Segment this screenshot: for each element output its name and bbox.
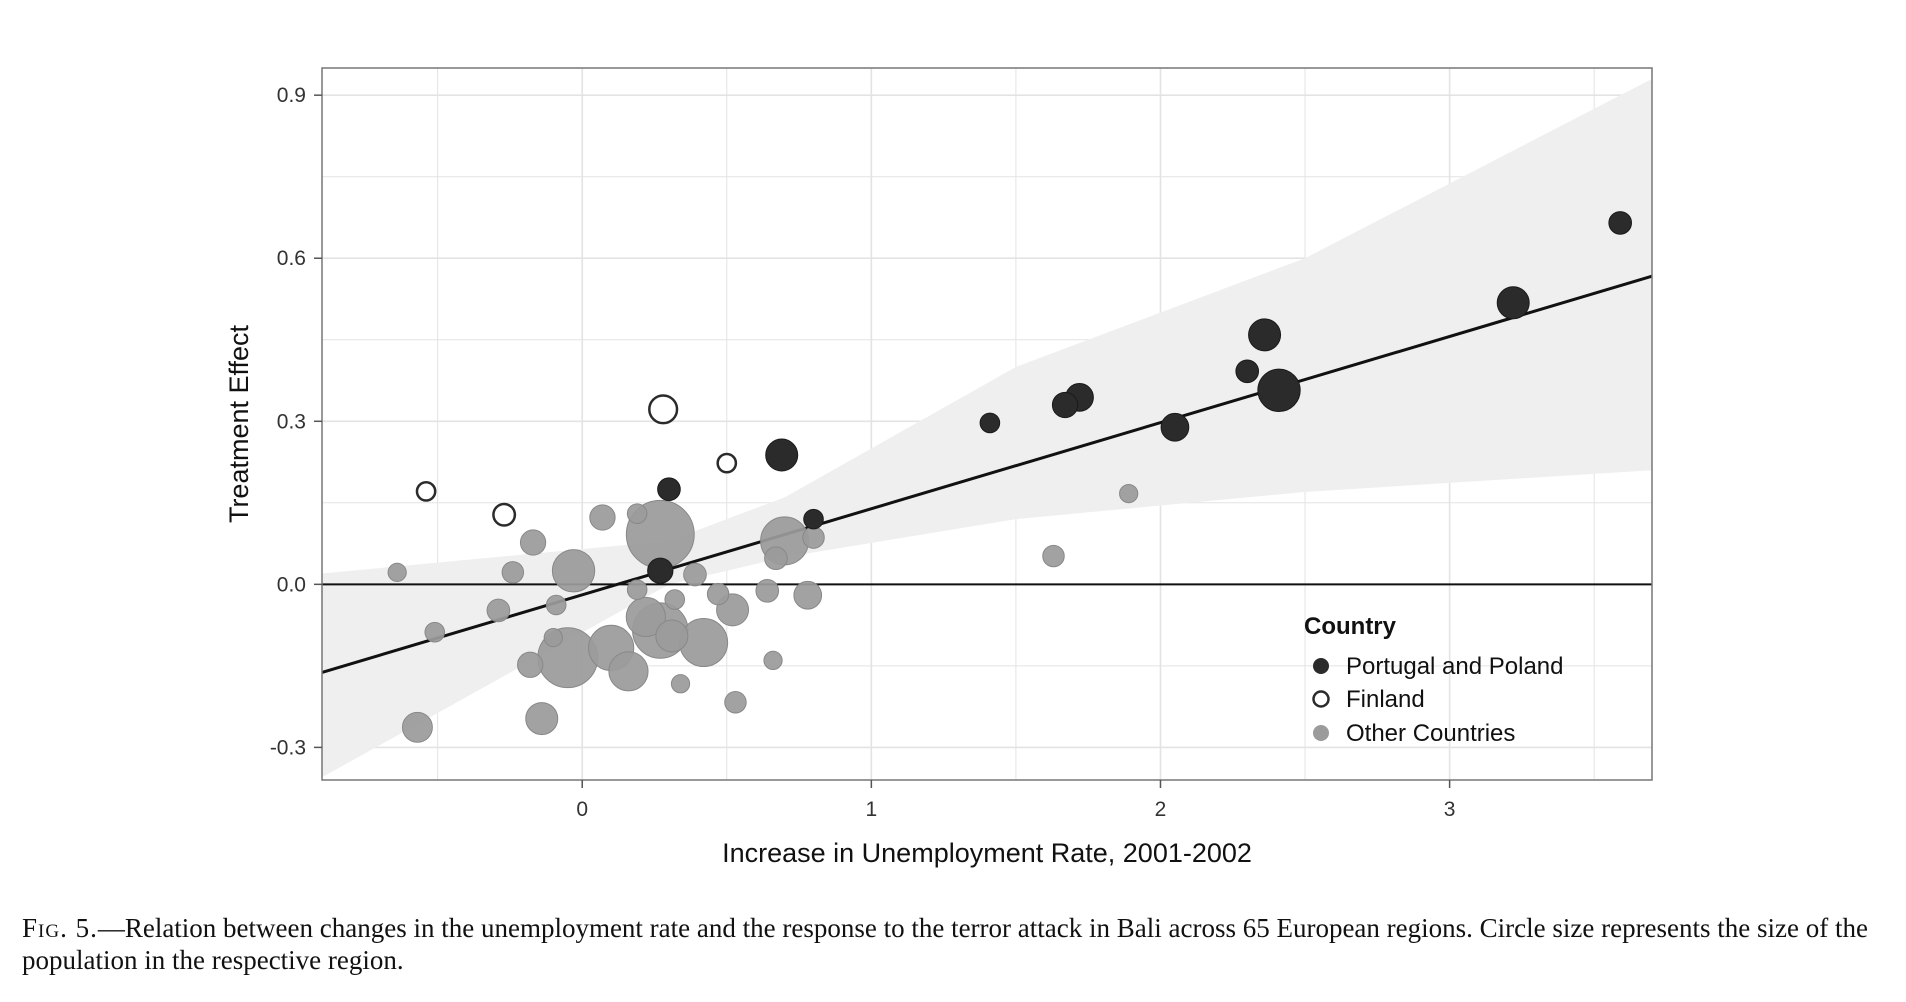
- data-points: [387, 211, 1633, 743]
- point-other-countries: [517, 651, 544, 678]
- point-other-countries: [625, 596, 666, 638]
- legend-key-portugal-poland: [1313, 658, 1329, 674]
- x-tick-label: 3: [1444, 798, 1456, 821]
- point-portugal-and-poland: [1257, 368, 1301, 412]
- point-finland: [648, 394, 679, 425]
- figure-label: Fig. 5.: [22, 913, 98, 943]
- point-other-countries: [401, 711, 433, 743]
- legend-key-other-countries: [1313, 725, 1329, 741]
- x-tick-label: 2: [1155, 798, 1167, 821]
- point-other-countries: [664, 589, 686, 610]
- legend: Country Portugal and Poland Finland Othe…: [1304, 613, 1564, 747]
- point-other-countries: [793, 580, 823, 610]
- point-portugal-and-poland: [1051, 391, 1079, 419]
- regression-line: [322, 274, 1652, 674]
- point-other-countries: [387, 562, 407, 583]
- legend-title: Country: [1304, 613, 1397, 640]
- point-other-countries: [802, 526, 825, 549]
- point-other-countries: [486, 598, 511, 623]
- point-other-countries: [683, 562, 707, 587]
- caption-text: —Relation between changes in the unemplo…: [22, 913, 1868, 975]
- point-finland: [492, 502, 517, 527]
- legend-label-finland: Finland: [1346, 686, 1425, 713]
- legend-label-other-countries: Other Countries: [1346, 720, 1515, 747]
- point-other-countries: [1119, 483, 1139, 504]
- point-other-countries: [424, 621, 446, 643]
- point-other-countries: [763, 650, 783, 671]
- point-finland: [415, 481, 437, 502]
- point-other-countries: [589, 504, 616, 531]
- x-tick-label: 1: [866, 798, 878, 821]
- point-other-countries: [706, 582, 730, 606]
- legend-key-finland: [1312, 690, 1330, 708]
- point-other-countries: [525, 702, 559, 736]
- figure-caption: Fig. 5.—Relation between changes in the …: [22, 912, 1884, 976]
- point-portugal-and-poland: [765, 438, 799, 472]
- point-portugal-and-poland: [1248, 318, 1282, 352]
- x-tick-label: 0: [576, 798, 588, 821]
- point-portugal-and-poland: [657, 477, 681, 502]
- point-other-countries: [755, 579, 780, 603]
- point-portugal-and-poland: [647, 557, 674, 584]
- y-axis-ticks: -0.3 0.0 0.3 0.6 0.9: [270, 84, 322, 759]
- point-other-countries: [655, 619, 689, 653]
- point-portugal-and-poland: [979, 412, 1001, 434]
- point-other-countries: [724, 691, 747, 714]
- point-other-countries: [764, 546, 788, 571]
- y-axis-title: Treatment Effect: [224, 324, 254, 523]
- point-other-countries: [545, 594, 567, 616]
- x-axis-ticks: 0 1 2 3: [576, 780, 1455, 821]
- point-other-countries: [551, 549, 596, 593]
- y-tick-label: 0.9: [277, 84, 306, 107]
- point-other-countries: [501, 561, 525, 584]
- point-finland: [716, 452, 738, 474]
- point-portugal-and-poland: [1608, 211, 1633, 235]
- plot-frame: [321, 67, 1653, 781]
- point-other-countries: [1042, 544, 1065, 568]
- point-other-countries: [543, 627, 563, 648]
- point-portugal-and-poland: [1496, 286, 1530, 320]
- y-tick-label: -0.3: [270, 736, 306, 759]
- point-other-countries: [626, 503, 648, 524]
- scatter-chart: 0 1 2 3 -0.3 0.0 0.3 0.6 0.9 Increase in Unempl…: [224, 67, 1653, 868]
- x-axis-title: Increase in Unemployment Rate, 2001-2002: [722, 838, 1252, 868]
- y-tick-label: 0.3: [277, 410, 306, 433]
- y-tick-label: 0.6: [277, 247, 306, 270]
- point-other-countries: [626, 579, 648, 601]
- legend-label-portugal-poland: Portugal and Poland: [1346, 653, 1564, 680]
- point-portugal-and-poland: [1235, 359, 1260, 384]
- y-tick-label: 0.0: [277, 573, 306, 596]
- point-portugal-and-poland: [1160, 412, 1190, 442]
- point-portugal-and-poland: [803, 508, 824, 530]
- point-other-countries: [608, 651, 649, 692]
- point-other-countries: [670, 674, 691, 694]
- point-other-countries: [519, 529, 547, 556]
